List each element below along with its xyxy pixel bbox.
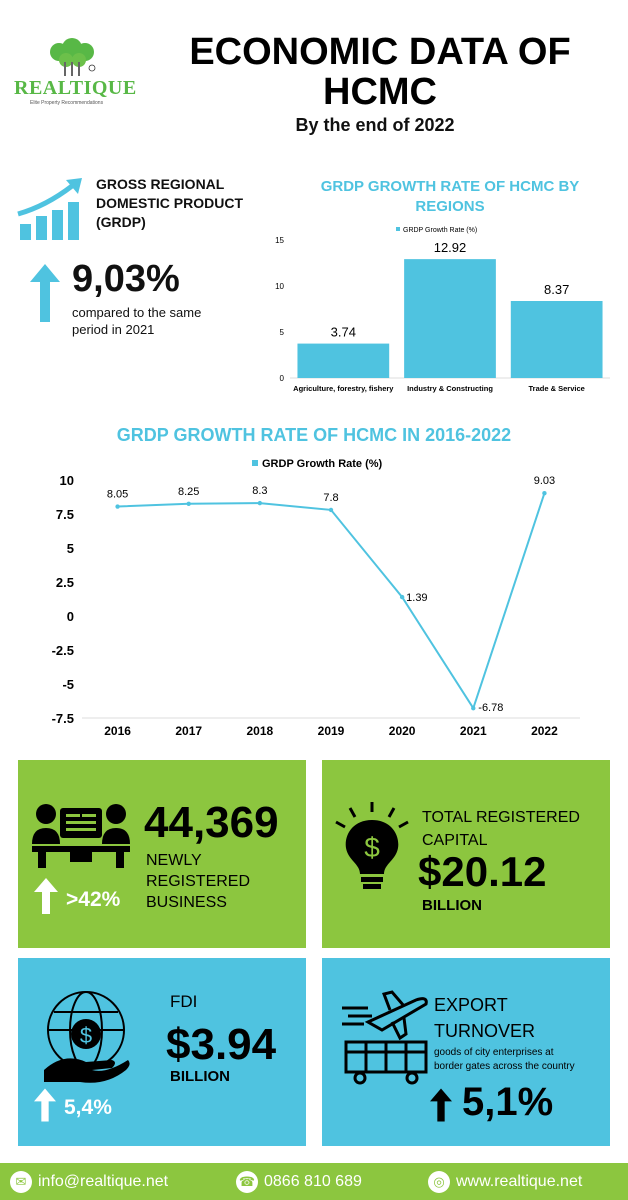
bar-y-tick: 10 [275,282,284,291]
line-value-label: -6.78 [478,702,503,714]
grdp-value: 9,03% [72,258,180,300]
line-x-tick: 2022 [531,724,558,738]
line-y-tick: -2.5 [52,643,74,658]
line-legend-swatch [252,460,258,466]
business-growth: >42% [66,888,121,911]
line-value-label: 1.39 [406,592,427,604]
line-value-label: 9.03 [534,475,555,487]
fdi-unit: BILLION [170,1068,230,1085]
footer-website[interactable]: ◎ www.realtique.net [428,1171,582,1193]
meeting-icon [32,804,130,868]
line-point [257,500,263,506]
bar-value-label: 8.37 [544,282,569,297]
bar-chart-title: GRDP GROWTH RATE OF HCMC BY REGIONS [320,178,580,215]
up-arrow-icon [30,264,60,322]
line-x-tick: 2017 [175,724,202,738]
bar-value-label: 12.92 [434,240,467,255]
capital-label: TOTAL REGISTERED CAPITAL [422,809,580,849]
page-title: ECONOMIC DATA OF HCMC [189,31,571,113]
export-note: goods of city enterprises at border gate… [434,1047,575,1072]
up-arrow-icon [34,878,58,914]
plane-truck-icon [342,990,428,1085]
brand-tagline: Elite Property Recommendations [30,100,104,106]
line-point [186,501,191,506]
line-y-tick: 2.5 [56,575,74,590]
line-chart: GRDP Growth Rate (%) 10 7.5 5 2.5 0 -2.5 -5 -7.5… [52,458,580,738]
phone-icon: ☎ [236,1171,258,1193]
line-point [542,490,547,496]
page-subtitle: By the end of 2022 [295,115,455,135]
globe-icon: ◎ [428,1171,450,1193]
business-stat-card: 44,369 NEWLY REGISTERED BUSINESS >42% [18,760,306,948]
line-x-tick: 2021 [460,724,487,738]
line-y-tick: -5 [62,677,74,692]
fdi-label: FDI [170,992,198,1011]
line-x-tick: 2020 [389,724,416,738]
email-icon: ✉ [10,1171,32,1193]
line-value-label: 8.05 [107,489,128,501]
line-legend-label: GRDP Growth Rate (%) [262,458,383,470]
footer-phone[interactable]: ☎ 0866 810 689 [236,1171,362,1193]
bar-value-label: 3.74 [331,325,356,340]
line-x-tick: 2019 [318,724,345,738]
svg-text:$: $ [364,832,380,863]
bar-growth-icon [17,178,82,240]
business-label: NEWLY REGISTERED BUSINESS [146,852,251,911]
bar-chart: GRDP Growth Rate (%) 0 5 10 15 3.74 Agricultur… [275,227,610,393]
export-growth: 5,1% [462,1080,554,1124]
business-value: 44,369 [144,798,279,847]
svg-text:$: $ [80,1023,92,1048]
line-point [399,594,405,600]
bar-y-tick: 0 [280,374,285,383]
up-arrow-icon [34,1088,56,1122]
capital-value: $20.12 [418,848,547,895]
bar [404,259,496,378]
bar-category-label: Trade & Service [529,384,585,393]
bar-y-tick: 5 [280,328,285,337]
export-stat-card: EXPORT TURNOVER goods of city enterprise… [322,958,610,1146]
line-x-tick: 2016 [104,724,131,738]
fdi-stat-card: $ FDI $3.94 BILLION 5,4% [18,958,306,1146]
line-point [115,504,120,509]
line-point [471,706,476,711]
grdp-note: compared to the same period in 2021 [72,305,202,337]
line-value-label: 7.8 [323,492,338,504]
bar-legend-swatch [396,227,400,231]
line-chart-title: GRDP GROWTH RATE OF HCMC IN 2016-2022 [116,425,512,445]
capital-stat-card: $ TOTAL REGISTERED CAPITAL $20.12 BILLIO… [322,760,610,948]
up-arrow-icon [430,1088,452,1122]
export-label: EXPORT TURNOVER [434,995,536,1041]
footer: ✉ info@realtique.net ☎ 0866 810 689 ◎ ww… [0,1163,628,1200]
brand-logo-icon [50,38,96,76]
line-y-tick: 5 [67,541,74,556]
line-y-tick: 0 [67,609,74,624]
line-y-tick: -7.5 [52,711,74,726]
fdi-value: $3.94 [166,1020,277,1069]
line-point [328,507,334,513]
globe-hand-dollar-icon: $ [44,991,130,1083]
bar [297,343,390,378]
brand-name: REALTIQUE [14,77,137,99]
line-value-label: 8.25 [178,486,199,498]
lightbulb-dollar-icon: $ [335,802,409,889]
line-series [117,492,546,711]
bar-y-tick: 15 [275,236,284,245]
bar-category-label: Agriculture, forestry, fishery [293,384,394,393]
line-y-tick: 10 [60,473,74,488]
bar [510,300,603,378]
line-value-label: 8.3 [252,485,267,497]
fdi-growth: 5,4% [64,1096,112,1119]
line-y-tick: 7.5 [56,507,74,522]
footer-email[interactable]: ✉ info@realtique.net [10,1171,168,1193]
capital-unit: BILLION [422,897,482,914]
line-x-tick: 2018 [247,724,274,738]
grdp-label: GROSS REGIONAL DOMESTIC PRODUCT (GRDP) [96,176,243,230]
bar-legend-label: GRDP Growth Rate (%) [403,227,477,234]
bar-category-label: Industry & Constructing [407,384,493,393]
